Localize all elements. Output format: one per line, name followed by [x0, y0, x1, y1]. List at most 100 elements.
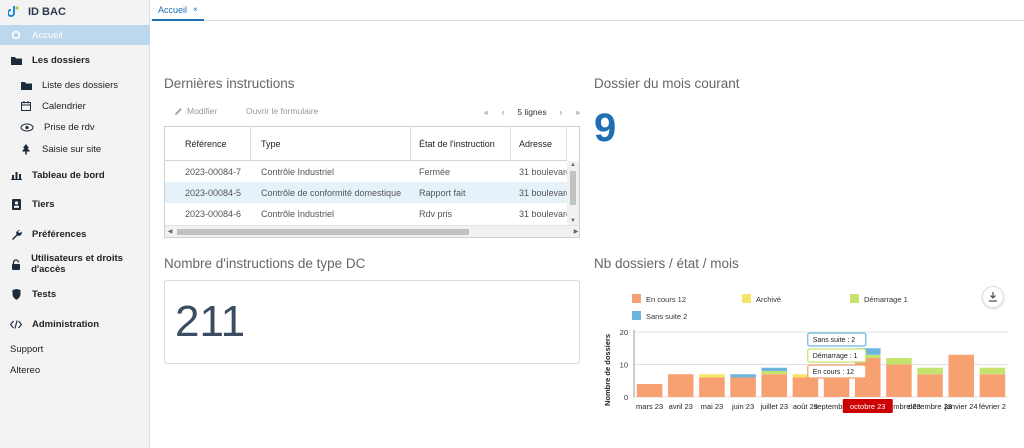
download-button[interactable]	[982, 286, 1004, 308]
table-cell: 2023-00084-7	[185, 166, 242, 177]
category-highlight-badge	[842, 399, 893, 413]
pencil-icon	[175, 107, 182, 115]
modify-button[interactable]: Modifier	[174, 106, 217, 116]
open-form-button[interactable]: Ouvrir le formulaire	[246, 106, 318, 116]
bar-segment[interactable]	[948, 354, 975, 397]
legend-label[interactable]: Archivé	[756, 295, 781, 304]
brand[interactable]: ID BAC	[0, 0, 150, 24]
bar-segment[interactable]	[761, 374, 788, 397]
sidebar-item-label: Liste des dossiers	[42, 79, 119, 91]
column-header[interactable]: Référence	[165, 127, 251, 160]
legend-swatch[interactable]	[632, 311, 641, 320]
dossier-mois-title: Dossier du mois courant	[594, 76, 740, 91]
tab-accueil[interactable]: Accueil ×	[152, 0, 204, 21]
bar-segment[interactable]	[792, 377, 819, 398]
x-tick-label: avril 23	[669, 402, 693, 411]
scroll-thumb[interactable]	[177, 229, 469, 235]
sidebar-item-calendrier[interactable]: Calendrier	[0, 96, 150, 116]
sidebar-item-label: Les dossiers	[32, 54, 91, 66]
legend-label[interactable]: Sans suite 2	[646, 312, 687, 321]
bar-segment[interactable]	[761, 367, 788, 371]
sidebar-item-prise-rdv[interactable]: Prise de rdv	[0, 117, 150, 137]
sidebar-item-label: Saisie sur site	[42, 143, 102, 155]
wrench-icon	[10, 228, 22, 240]
pager-first-button[interactable]: «	[484, 107, 489, 117]
folder-icon	[20, 79, 32, 91]
sidebar-item-utilisateurs[interactable]: Utilisateurs et droits d'accès	[0, 253, 150, 275]
bar-segment[interactable]	[667, 374, 694, 397]
tab-label: Accueil	[158, 4, 188, 15]
modify-label: Modifier	[187, 106, 218, 116]
sidebar-item-les-dossiers[interactable]: Les dossiers	[0, 50, 150, 70]
bar-segment[interactable]	[886, 358, 912, 365]
scroll-left-icon[interactable]: ◀	[167, 229, 173, 235]
horizontal-scrollbar[interactable]: ◀ ▶	[165, 225, 579, 237]
circle-icon	[10, 29, 22, 41]
sidebar-item-label: Tableau de bord	[32, 169, 105, 181]
bar-segment[interactable]	[854, 354, 881, 358]
sidebar-item-label: Accueil	[32, 29, 63, 41]
table-cell: 2023-00084-6	[185, 208, 242, 219]
legend-label[interactable]: Démarrage 1	[864, 295, 908, 304]
sidebar-item-tiers[interactable]: Tiers	[0, 194, 150, 214]
vertical-scrollbar[interactable]: ▲ ▼	[567, 161, 579, 225]
column-header[interactable]: État de l'instruction	[411, 127, 511, 160]
pager-last-button[interactable]: »	[575, 107, 580, 117]
scroll-down-icon[interactable]: ▼	[570, 218, 576, 224]
bar-segment[interactable]	[730, 374, 756, 378]
sidebar-item-label: Prise de rdv	[44, 121, 95, 133]
column-header[interactable]: Adresse	[511, 127, 567, 160]
bar-segment[interactable]	[792, 374, 819, 378]
legend-label[interactable]: En cours 12	[646, 295, 686, 304]
bar-segment[interactable]	[730, 377, 756, 398]
bar-segment[interactable]	[886, 364, 912, 398]
instructions-dc-card: 211	[164, 280, 580, 364]
table-row[interactable]: 2023-00084-5 Contrôle de conformité dome…	[165, 182, 567, 203]
bar-segment[interactable]	[699, 377, 725, 398]
sidebar: ID BAC Accueil Les dossiers Liste des do…	[0, 0, 150, 448]
sidebar-item-liste-dossiers[interactable]: Liste des dossiers	[0, 75, 150, 95]
scroll-thumb[interactable]	[570, 171, 576, 205]
bar-segment[interactable]	[761, 371, 788, 375]
scroll-up-icon[interactable]: ▲	[570, 162, 576, 168]
sidebar-item-label: Tests	[32, 288, 57, 300]
bar-segment[interactable]	[917, 367, 943, 375]
legend-swatch[interactable]	[632, 294, 641, 303]
id-card-icon	[10, 198, 22, 210]
pager-prev-button[interactable]: ‹	[501, 107, 505, 117]
table-header: Référence Type État de l'instruction Adr…	[165, 127, 567, 161]
folder-icon	[10, 54, 22, 66]
sidebar-item-tableau-bord[interactable]: Tableau de bord	[0, 165, 150, 185]
sidebar-item-saisie-site[interactable]: Saisie sur site	[0, 139, 150, 159]
sidebar-item-label: Calendrier	[42, 100, 86, 112]
sidebar-item-support[interactable]: Support	[0, 339, 150, 359]
sidebar-item-preferences[interactable]: Préférences	[0, 224, 150, 244]
scroll-right-icon[interactable]: ▶	[573, 229, 579, 235]
column-header[interactable]: Type	[251, 127, 411, 160]
code-icon	[10, 318, 22, 330]
table-row[interactable]: 2023-00084-6 Contrôle Industriel Rdv pri…	[165, 203, 567, 224]
sidebar-item-tests[interactable]: Tests	[0, 284, 150, 304]
bar-segment[interactable]	[854, 348, 881, 355]
sidebar-item-altereo[interactable]: Altereo	[0, 360, 150, 380]
close-icon[interactable]: ×	[193, 5, 198, 14]
instructions-dc-title: Nombre d'instructions de type DC	[164, 256, 366, 271]
bar-segment[interactable]	[699, 374, 725, 378]
bar-segment[interactable]	[979, 367, 1006, 375]
bar-segment[interactable]	[917, 374, 943, 397]
eye-icon	[20, 121, 34, 133]
table-row[interactable]: 2023-00084-7 Contrôle Industriel Fermée …	[165, 161, 567, 182]
sidebar-item-accueil[interactable]: Accueil	[0, 25, 150, 45]
legend-swatch[interactable]	[742, 294, 751, 303]
sidebar-item-administration[interactable]: Administration	[0, 314, 150, 334]
bar-segment[interactable]	[636, 384, 663, 397]
pager-next-button[interactable]: ›	[559, 107, 563, 117]
legend-swatch[interactable]	[850, 294, 859, 303]
bar-segment[interactable]	[979, 374, 1006, 397]
y-tick-label: 0	[624, 393, 628, 402]
tooltip-text: En cours : 12	[813, 369, 854, 376]
bar-segment[interactable]	[823, 374, 850, 397]
app-name: ID BAC	[28, 6, 66, 18]
x-tick-label: février 2	[979, 402, 1006, 411]
